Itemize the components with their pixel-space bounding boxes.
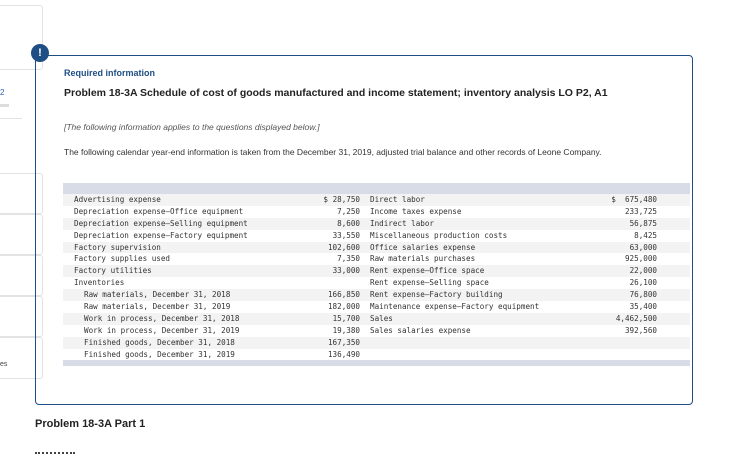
left-amount: 33,550: [332, 230, 360, 240]
right-amount: 35,400: [629, 302, 657, 312]
table-row: Depreciation expense—Factory equipment 3…: [63, 230, 690, 242]
sidebar-card[interactable]: [0, 5, 43, 70]
left-label: Depreciation expense—Selling equipment: [74, 218, 248, 228]
alert-icon: !: [31, 44, 49, 62]
left-label: Factory supplies used: [74, 254, 171, 264]
problem-title: Problem 18-3A Schedule of cost of goods …: [64, 87, 608, 99]
right-amount: $ 675,480: [611, 195, 657, 204]
table-row: Work in process, December 31, 2019 19,38…: [63, 325, 690, 337]
right-label: Rent expense—Office space: [370, 266, 485, 276]
table-row: Raw materials, December 31, 2018 166,850…: [63, 289, 690, 302]
sidebar-number[interactable]: 2: [0, 88, 5, 97]
table-row: Advertising expense $ 28,750 Direct labo…: [63, 194, 690, 206]
right-amount: 925,000: [624, 254, 657, 264]
left-amount: 102,600: [327, 242, 360, 252]
right-amount: 233,725: [624, 206, 657, 216]
left-label: Depreciation expense—Factory equipment: [74, 230, 248, 240]
left-label: Factory utilities: [74, 266, 152, 276]
table-row: Factory supervision 102,600 Office salar…: [63, 241, 690, 254]
table-row: Work in process, December 31, 2018 15,70…: [63, 312, 690, 325]
right-amount: 392,560: [624, 325, 657, 335]
left-amount: 167,350: [327, 337, 360, 347]
right-amount: 22,000: [629, 266, 657, 276]
left-amount: 33,000: [332, 266, 360, 276]
right-label: Sales: [370, 313, 393, 323]
table-header-bar: [63, 183, 690, 194]
table-row: Finished goods, December 31, 2019 136,49…: [63, 349, 690, 361]
left-amount: 15,700: [332, 313, 360, 323]
right-label: Rent expense—Factory building: [370, 290, 503, 300]
required-info-panel: [35, 55, 693, 405]
left-label: Work in process, December 31, 2019: [84, 325, 240, 335]
required-label: Required information: [64, 68, 156, 78]
right-label: Office salaries expense: [370, 242, 476, 252]
right-amount: 4,462,500: [615, 313, 657, 323]
truncated-text: [35, 452, 75, 455]
right-amount: 26,100: [629, 278, 657, 288]
left-label: Work in process, December 31, 2018: [84, 313, 240, 323]
left-amount: 7,250: [337, 206, 360, 216]
left-label: Factory supervision: [74, 242, 161, 252]
left-amount: 8,600: [337, 218, 360, 228]
left-label: Finished goods, December 31, 2018: [84, 337, 235, 347]
left-amount: 166,850: [327, 290, 360, 300]
right-label: Direct labor: [370, 195, 425, 204]
data-table: Advertising expense $ 28,750 Direct labo…: [63, 183, 690, 367]
left-amount: 182,000: [327, 302, 360, 312]
right-label: Maintenance expense—Factory equipment: [370, 302, 540, 312]
right-amount: 8,425: [634, 230, 657, 240]
right-label: Income taxes expense: [370, 206, 462, 216]
table-row: Raw materials, December 31, 2019 182,000…: [63, 301, 690, 313]
right-label: Indirect labor: [370, 218, 435, 228]
right-label: Miscellaneous production costs: [370, 230, 508, 240]
left-label: Raw materials, December 31, 2018: [84, 290, 231, 300]
table-footer-bar: [63, 360, 690, 367]
right-amount: 76,800: [629, 290, 657, 300]
right-label: Sales salaries expense: [370, 325, 471, 335]
right-label: Raw materials purchases: [370, 254, 476, 264]
problem-description: The following calendar year-end informat…: [64, 147, 602, 157]
sidebar-progress: [0, 104, 9, 107]
sidebar-divider: [0, 118, 22, 119]
right-label: Rent expense—Selling space: [370, 278, 489, 288]
left-label: Raw materials, December 31, 2019: [84, 302, 231, 312]
table-row: Depreciation expense—Selling equipment 8…: [63, 217, 690, 230]
left-amount: 7,350: [337, 254, 360, 264]
left-label: Finished goods, December 31, 2019: [84, 349, 235, 359]
left-amount: $ 28,750: [323, 195, 360, 204]
left-amount: 19,380: [332, 325, 360, 335]
sidebar-label: es: [0, 361, 8, 368]
info-note: [The following information applies to th…: [64, 122, 320, 132]
left-label: Advertising expense: [74, 195, 161, 204]
table-row: Depreciation expense—Office equipment 7,…: [63, 206, 690, 218]
left-label: Depreciation expense—Office equipment: [74, 206, 244, 216]
table-row: Inventories Rent expense—Selling space 2…: [63, 277, 690, 289]
right-amount: 56,875: [629, 218, 657, 228]
left-amount: 136,490: [327, 349, 360, 359]
table-row: Factory supplies used 7,350 Raw material…: [63, 253, 690, 265]
right-amount: 63,000: [629, 242, 657, 252]
table-row: Finished goods, December 31, 2018 167,35…: [63, 336, 690, 349]
table-row: Factory utilities 33,000 Rent expense—Of…: [63, 265, 690, 278]
part-title: Problem 18-3A Part 1: [35, 418, 146, 430]
left-label: Inventories: [74, 278, 125, 288]
